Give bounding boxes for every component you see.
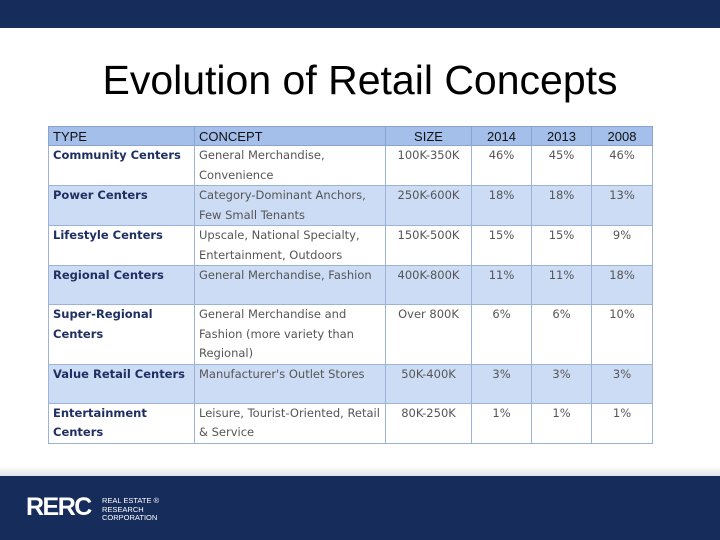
cell-2008: 13% [591, 185, 653, 226]
cell-2014: 3% [471, 364, 532, 404]
cell-concept: General Merchandise, Convenience [194, 145, 386, 186]
cell-2013: 45% [531, 145, 592, 186]
cell-2013: 3% [531, 364, 592, 404]
logo-line-3: CORPORATION [102, 513, 158, 522]
cell-type: Value Retail Centers [48, 364, 195, 404]
table-row: Entertainment Centers Leisure, Tourist-O… [48, 403, 653, 444]
table-header-row: TYPE CONCEPT SIZE 2014 2013 2008 [48, 126, 653, 146]
cell-2008: 18% [591, 265, 653, 305]
cell-size: 250K-600K [385, 185, 472, 226]
cell-type: Entertainment Centers [48, 403, 195, 444]
table-row: Lifestyle Centers Upscale, National Spec… [48, 225, 653, 266]
cell-2013: 6% [531, 304, 592, 365]
footer-shadow [0, 466, 720, 476]
cell-size: 50K-400K [385, 364, 472, 404]
cell-size: 150K-500K [385, 225, 472, 266]
retail-concepts-table: TYPE CONCEPT SIZE 2014 2013 2008 Communi… [48, 126, 653, 444]
cell-2014: 18% [471, 185, 532, 226]
cell-concept: General Merchandise, Fashion [194, 265, 386, 305]
cell-type: Lifestyle Centers [48, 225, 195, 266]
table-row: Power Centers Category-Dominant Anchors,… [48, 185, 653, 226]
cell-2008: 3% [591, 364, 653, 404]
rerc-logo: RERC [26, 493, 92, 521]
cell-size: 400K-800K [385, 265, 472, 305]
cell-2008: 10% [591, 304, 653, 365]
cell-2013: 15% [531, 225, 592, 266]
header-type: TYPE [48, 126, 195, 146]
cell-2014: 46% [471, 145, 532, 186]
table-row: Value Retail Centers Manufacturer's Outl… [48, 364, 653, 404]
cell-2013: 11% [531, 265, 592, 305]
cell-concept: Manufacturer's Outlet Stores [194, 364, 386, 404]
table-row: Community Centers General Merchandise, C… [48, 145, 653, 186]
logo-line-2: RESEARCH [102, 504, 144, 514]
cell-concept: Category-Dominant Anchors, Few Small Ten… [194, 185, 386, 226]
cell-size: Over 800K [385, 304, 472, 365]
top-banner [0, 0, 720, 28]
cell-2008: 46% [591, 145, 653, 186]
cell-type: Super-Regional Centers [48, 304, 195, 365]
header-size: SIZE [385, 126, 472, 146]
cell-type: Power Centers [48, 185, 195, 226]
cell-2013: 1% [531, 403, 592, 444]
header-concept: CONCEPT [194, 126, 386, 146]
cell-2014: 1% [471, 403, 532, 444]
cell-type: Regional Centers [48, 265, 195, 305]
cell-2008: 1% [591, 403, 653, 444]
header-2013: 2013 [531, 126, 592, 146]
cell-type: Community Centers [48, 145, 195, 186]
cell-concept: General Merchandise and Fashion (more va… [194, 304, 386, 365]
cell-2008: 9% [591, 225, 653, 266]
logo-company-name: REAL ESTATE ® RESEARCH CORPORATION [102, 496, 160, 523]
cell-concept: Upscale, National Specialty, Entertainme… [194, 225, 386, 266]
cell-2014: 15% [471, 225, 532, 266]
cell-2013: 18% [531, 185, 592, 226]
header-2014: 2014 [471, 126, 532, 146]
footer-banner [0, 476, 720, 540]
header-2008: 2008 [591, 126, 653, 146]
cell-size: 80K-250K [385, 403, 472, 444]
cell-concept: Leisure, Tourist-Oriented, Retail & Serv… [194, 403, 386, 444]
cell-size: 100K-350K [385, 145, 472, 186]
slide-title: Evolution of Retail Concepts [102, 57, 618, 103]
table-row: Super-Regional Centers General Merchandi… [48, 304, 653, 365]
cell-2014: 11% [471, 265, 532, 305]
logo-line-1: REAL ESTATE ® [102, 496, 160, 505]
table-row: Regional Centers General Merchandise, Fa… [48, 265, 653, 305]
cell-2014: 6% [471, 304, 532, 365]
